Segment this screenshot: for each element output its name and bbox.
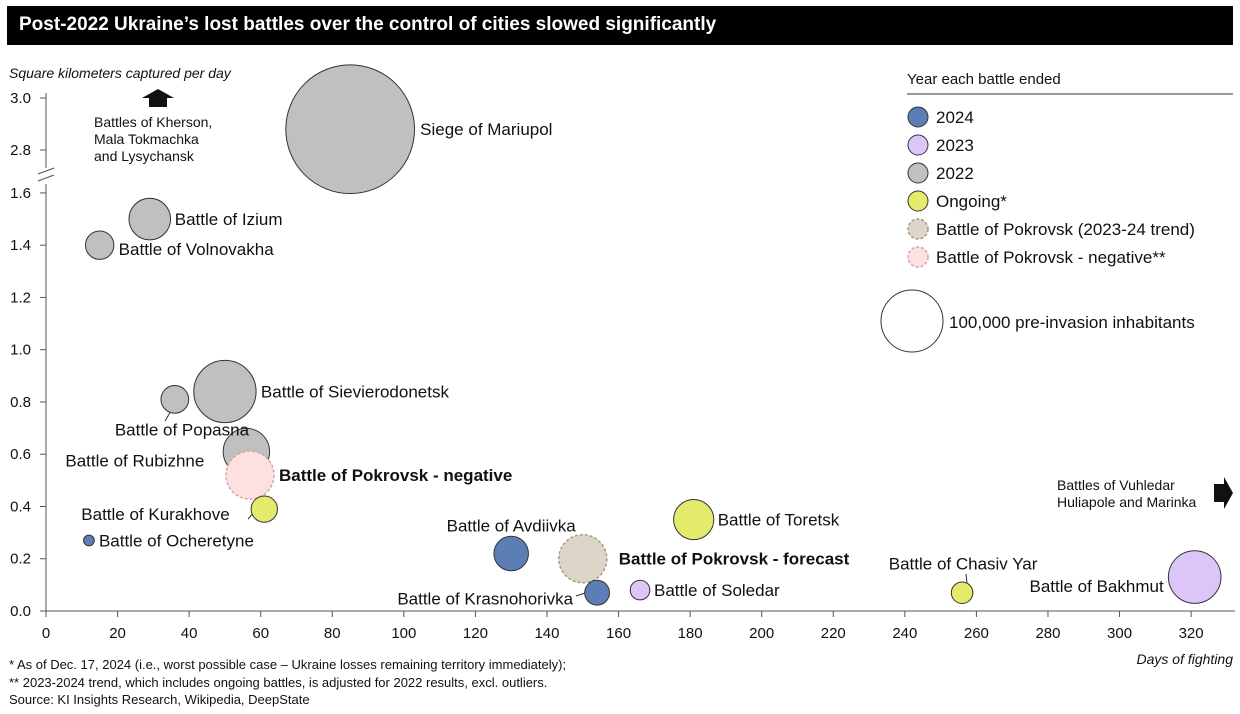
legend-item-label: Battle of Pokrovsk - negative** <box>936 248 1166 267</box>
legend-item-label: 2022 <box>936 164 974 183</box>
x-tick-label: 80 <box>324 625 341 642</box>
legend-title: Year each battle ended <box>907 71 1061 88</box>
y-tick-label: 2.8 <box>10 142 31 159</box>
x-tick-label: 260 <box>964 625 989 642</box>
legend-swatch <box>907 134 929 156</box>
bubble-battle-of-bakhmut <box>1167 550 1222 604</box>
legend-item-label: 2023 <box>936 136 974 155</box>
bubble-label: Battle of Rubizhne <box>65 452 204 471</box>
bubble-battle-of-avdiivka <box>493 535 529 572</box>
axis-break-mark <box>37 167 55 175</box>
chart-title: Post-2022 Ukraine’s lost battles over th… <box>19 14 717 35</box>
bubble-battle-of-popasna <box>160 384 190 414</box>
bubble-battle-of-ocheretyne <box>83 534 95 547</box>
x-tick-label: 40 <box>181 625 198 642</box>
x-tick-label: 0 <box>42 625 50 642</box>
bubble-label: Battle of Ocheretyne <box>99 531 254 550</box>
x-tick-label: 180 <box>678 625 703 642</box>
footnote-1: * As of Dec. 17, 2024 (i.e., worst possi… <box>9 657 567 672</box>
bubble-label: Battle of Krasnohorivka <box>397 590 573 609</box>
x-tick-label: 220 <box>821 625 846 642</box>
source-note: Source: KI Insights Research, Wikipedia,… <box>9 692 310 707</box>
bubble-battle-of-kurakhove <box>250 495 278 523</box>
y-tick-label: 1.4 <box>10 237 31 254</box>
y-tick-label: 0.8 <box>10 394 31 411</box>
y-tick-label: 0.4 <box>10 498 31 515</box>
y-tick-label: 0.6 <box>10 446 31 463</box>
footnote-2: ** 2023-2024 trend, which includes ongoi… <box>9 675 548 690</box>
legend-swatch <box>907 246 929 268</box>
annotation-right-line: Battles of Vuhledar <box>1057 477 1175 493</box>
bubble-battle-of-pokrovsk-negative <box>225 450 275 500</box>
y-tick-label: 1.2 <box>10 289 31 306</box>
bubble-label: Battle of Pokrovsk - forecast <box>619 550 850 569</box>
size-legend-label: 100,000 pre-invasion inhabitants <box>949 313 1195 332</box>
x-tick-label: 320 <box>1179 625 1204 642</box>
bubble-label: Battle of Soledar <box>654 581 780 600</box>
bubble-label: Siege of Mariupol <box>420 120 552 139</box>
bubble-battle-of-izium <box>128 197 172 241</box>
x-tick-label: 120 <box>463 625 488 642</box>
bubble-battle-of-chasiv-yar <box>950 581 974 604</box>
bubble-label: Battle of Popasna <box>115 420 250 439</box>
legend-item-label: Battle of Pokrovsk (2023-24 trend) <box>936 220 1195 239</box>
annotation-top-left-line: Mala Tokmachka <box>94 131 199 147</box>
bubble-label: Battle of Izium <box>175 210 283 229</box>
legend-swatch <box>907 162 929 184</box>
bubble-label: Battle of Pokrovsk - negative <box>279 466 512 485</box>
up-arrow-icon <box>142 89 174 107</box>
bubble-label: Battle of Volnovakha <box>119 240 275 259</box>
x-tick-label: 100 <box>391 625 416 642</box>
annotation-top-left-line: Battles of Kherson, <box>94 114 212 130</box>
y-tick-label: 3.0 <box>10 90 31 107</box>
y-axis-title: Square kilometers captured per day <box>9 65 232 81</box>
annotation-top-left-line: and Lysychansk <box>94 148 195 164</box>
bubble-battle-of-soledar <box>629 579 651 601</box>
bubble-battle-of-pokrovsk-forecast <box>558 533 608 584</box>
y-tick-label: 0.2 <box>10 551 31 568</box>
size-legend-circle <box>880 289 944 353</box>
bubble-battle-of-krasnohorivka <box>584 579 610 606</box>
right-arrow-icon <box>1214 477 1233 509</box>
axis-break-mark <box>37 174 55 182</box>
bubble-label: Battle of Chasiv Yar <box>889 555 1038 574</box>
x-tick-label: 300 <box>1107 625 1132 642</box>
bubble-label: Battle of Toretsk <box>718 511 840 530</box>
bubble-battle-of-toretsk <box>673 498 715 541</box>
x-tick-label: 140 <box>534 625 559 642</box>
legend-swatch <box>907 190 929 212</box>
leader-line <box>965 573 968 584</box>
y-tick-label: 0.0 <box>10 603 31 620</box>
legend-swatch <box>907 218 929 240</box>
bubble-label: Battle of Avdiivka <box>447 517 577 536</box>
bubble-label: Battle of Bakhmut <box>1029 577 1163 596</box>
x-tick-label: 240 <box>892 625 917 642</box>
legend-item-label: Ongoing* <box>936 192 1007 211</box>
x-tick-label: 200 <box>749 625 774 642</box>
legend-swatch <box>907 106 929 128</box>
bubble-label: Battle of Kurakhove <box>81 505 229 524</box>
bubble-label: Battle of Sievierodonetsk <box>261 383 450 402</box>
annotation-right-line: Huliapole and Marinka <box>1057 494 1197 510</box>
title-bar: Post-2022 Ukraine’s lost battles over th… <box>7 6 1233 45</box>
legend-item-label: 2024 <box>936 108 974 127</box>
x-tick-label: 60 <box>252 625 269 642</box>
x-axis-title: Days of fighting <box>1137 651 1234 667</box>
y-tick-label: 1.6 <box>10 185 31 202</box>
y-tick-label: 1.0 <box>10 342 31 359</box>
bubble-siege-of-mariupol <box>285 64 416 195</box>
bubble-battle-of-sievierodonetsk <box>193 359 257 424</box>
bubble-battle-of-volnovakha <box>84 230 115 260</box>
x-tick-label: 280 <box>1035 625 1060 642</box>
x-tick-label: 160 <box>606 625 631 642</box>
x-tick-label: 20 <box>109 625 126 642</box>
